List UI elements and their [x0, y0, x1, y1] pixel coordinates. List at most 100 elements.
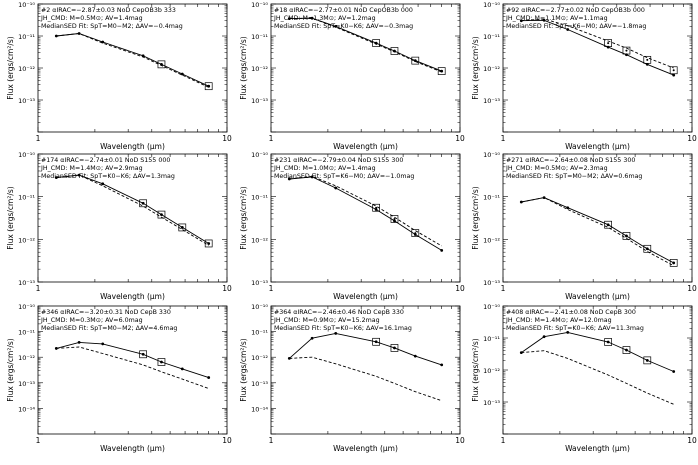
- sed-panel: 10⁻¹⁰10⁻¹¹10⁻¹²10⁻¹³10⁻¹⁴1 10Wavelength (…: [239, 303, 465, 453]
- irac-point-dot: [142, 353, 144, 355]
- y-tick-label: 10⁻¹¹: [483, 335, 500, 343]
- irac-point-dot: [393, 50, 395, 52]
- data-point: [101, 182, 104, 185]
- y-tick-label: 10⁻¹²: [483, 236, 500, 244]
- x-tick-label: 1: [36, 134, 41, 143]
- y-tick-label: 10⁻¹¹: [18, 194, 35, 202]
- x-axis-label: Wavelength (μm): [100, 142, 165, 151]
- x-tick-label: 10: [222, 134, 232, 143]
- y-tick-label: 10⁻¹³: [18, 279, 35, 287]
- x-axis-label: Wavelength (μm): [565, 142, 630, 151]
- data-point: [334, 332, 337, 335]
- data-point: [142, 54, 145, 57]
- data-point: [311, 17, 314, 20]
- sed-panel: 10⁻¹⁰ 10⁻¹¹ 10⁻¹² 10⁻¹³ 1 10 Wavelength (μm) Fl…: [6, 1, 232, 151]
- irac-point-dot: [414, 60, 416, 62]
- data-point: [78, 32, 81, 35]
- y-tick-label: 10⁻¹¹: [483, 194, 500, 202]
- sed-panel: 10⁻¹⁰ 10⁻¹¹ 10⁻¹² 10⁻¹³ 1 10 Wavelength (μm) Fl…: [239, 151, 465, 301]
- y-tick-label: 10⁻¹²: [18, 65, 35, 73]
- y-tick-label: 10⁻¹²: [18, 236, 35, 244]
- data-point: [288, 357, 291, 360]
- x-axis-label: Wavelength (μm): [565, 292, 630, 301]
- y-tick-label: 10⁻¹³: [483, 97, 500, 105]
- x-tick-label: 10: [455, 134, 465, 143]
- panel-annotation: JH_CMD: M=1.0M⊙; AV=1.4mag: [273, 165, 376, 172]
- data-point: [55, 176, 58, 179]
- x-tick-label: 1: [269, 284, 274, 293]
- data-point: [311, 337, 314, 340]
- sed-panel: 10⁻¹⁰10⁻¹¹10⁻¹²10⁻¹³10⁻¹⁴1 10Wavelength (…: [6, 303, 232, 453]
- data-point: [311, 176, 314, 179]
- y-tick-label: 10⁻¹³: [483, 399, 500, 407]
- data-point: [288, 178, 291, 181]
- y-axis-label: Flux (ergs/cm²/s): [471, 338, 480, 402]
- y-tick-label: 10⁻¹²: [18, 354, 35, 362]
- x-tick-label: 1: [36, 284, 41, 293]
- panel-annotation: #2 αIRAC=−2.87±0.03 NoD CepOB3b 333: [41, 7, 176, 14]
- irac-point-dot: [673, 69, 675, 71]
- panel-annotation: JH_CMD: M=1.4M⊙; AV=2.9mag: [40, 165, 143, 172]
- panel-annotation: #18 αIRAC=−2.77±0.01 NoD CepOB3b 000: [274, 7, 413, 14]
- x-axis-label: Wavelength (μm): [100, 444, 165, 453]
- data-point: [101, 343, 104, 346]
- y-tick-label: 10⁻¹⁰: [483, 151, 500, 159]
- x-axis-label: Wavelength (μm): [565, 444, 630, 453]
- data-point: [334, 187, 337, 190]
- panel-annotation: #174 αIRAC=−2.74±0.01 NoD S155 000: [41, 157, 170, 164]
- x-tick-label: 10: [687, 284, 697, 293]
- irac-point-dot: [646, 59, 648, 61]
- irac-point-dot: [393, 218, 395, 220]
- irac-point-dot: [160, 63, 162, 65]
- x-tick-label: 10: [455, 284, 465, 293]
- irac-point-dot: [625, 50, 627, 52]
- panel-annotation: JH_CMD: M=0.5M⊙; AV=1.4mag: [40, 15, 143, 22]
- irac-point-dot: [625, 349, 627, 351]
- panel-annotation: JH_CMD: M=1.4M⊙; AV=12.0mag: [505, 317, 612, 324]
- source-sed-line: [56, 342, 208, 377]
- median-sed-line: [521, 198, 673, 266]
- data-point: [543, 196, 546, 199]
- x-tick-label: 10: [687, 436, 697, 445]
- source-sed-line: [289, 177, 441, 251]
- data-point: [566, 28, 569, 31]
- y-tick-label: 10⁻¹¹: [251, 329, 268, 337]
- irac-point-dot: [375, 42, 377, 44]
- data-point: [440, 249, 443, 252]
- y-tick-label: 10⁻¹¹: [18, 33, 35, 41]
- irac-point-dot: [607, 341, 609, 343]
- x-tick-label: 10: [455, 436, 465, 445]
- data-point: [288, 17, 291, 20]
- sed-figure-grid: 10⁻¹⁰10⁻¹¹10⁻¹²10⁻¹³1 10Wavelength (μm)Fl…: [0, 0, 698, 465]
- y-tick-label: 10⁻¹³: [251, 279, 268, 287]
- data-point: [181, 73, 184, 76]
- panel-annotation: MedianSED Fit: SpT=M0−M2; ΔAV=4.6mag: [41, 325, 177, 332]
- panel-annotation: MedianSED Fit: SpT=K0−K6; ΔAV=1.3mag: [41, 173, 175, 180]
- x-tick-label: 1: [501, 134, 506, 143]
- x-axis-label: Wavelength (μm): [100, 292, 165, 301]
- y-tick-label: 10⁻¹²: [251, 65, 268, 73]
- data-point: [566, 331, 569, 334]
- median-sed-line: [56, 347, 208, 389]
- x-tick-label: 1: [501, 284, 506, 293]
- panel-annotation: #364 αIRAC=−2.46±0.46 NoD CepB 330: [274, 309, 404, 316]
- y-tick-label: 10⁻¹³: [251, 97, 268, 105]
- y-tick-label: 10⁻¹²: [483, 367, 500, 375]
- data-point: [607, 46, 610, 49]
- panel-annotation: MedianSED Fit: SpT=K0−K6; ΔAV=11.3mag: [506, 325, 644, 332]
- y-tick-label: 10⁻¹³: [251, 380, 268, 388]
- y-tick-label: 10⁻¹³: [483, 279, 500, 287]
- data-point: [543, 335, 546, 338]
- data-point: [181, 367, 184, 370]
- data-point: [543, 19, 546, 22]
- x-tick-label: 10: [222, 436, 232, 445]
- source-sed-line: [521, 198, 673, 263]
- irac-point-dot: [208, 242, 210, 244]
- irac-point-dot: [607, 42, 609, 44]
- sed-panel: 10⁻¹⁰ 10⁻¹¹ 10⁻¹² 10⁻¹³ 1 10 Wavelength (μm) Fl…: [471, 1, 697, 151]
- sed-panel: 10⁻¹⁰ 10⁻¹¹ 10⁻¹² 10⁻¹³ 1 10 Wavelength (μm) Fl…: [6, 151, 232, 301]
- y-tick-label: 10⁻¹²: [251, 354, 268, 362]
- y-axis-label: Flux (ergs/cm²/s): [6, 36, 15, 100]
- irac-point-dot: [375, 207, 377, 209]
- irac-point-dot: [393, 347, 395, 349]
